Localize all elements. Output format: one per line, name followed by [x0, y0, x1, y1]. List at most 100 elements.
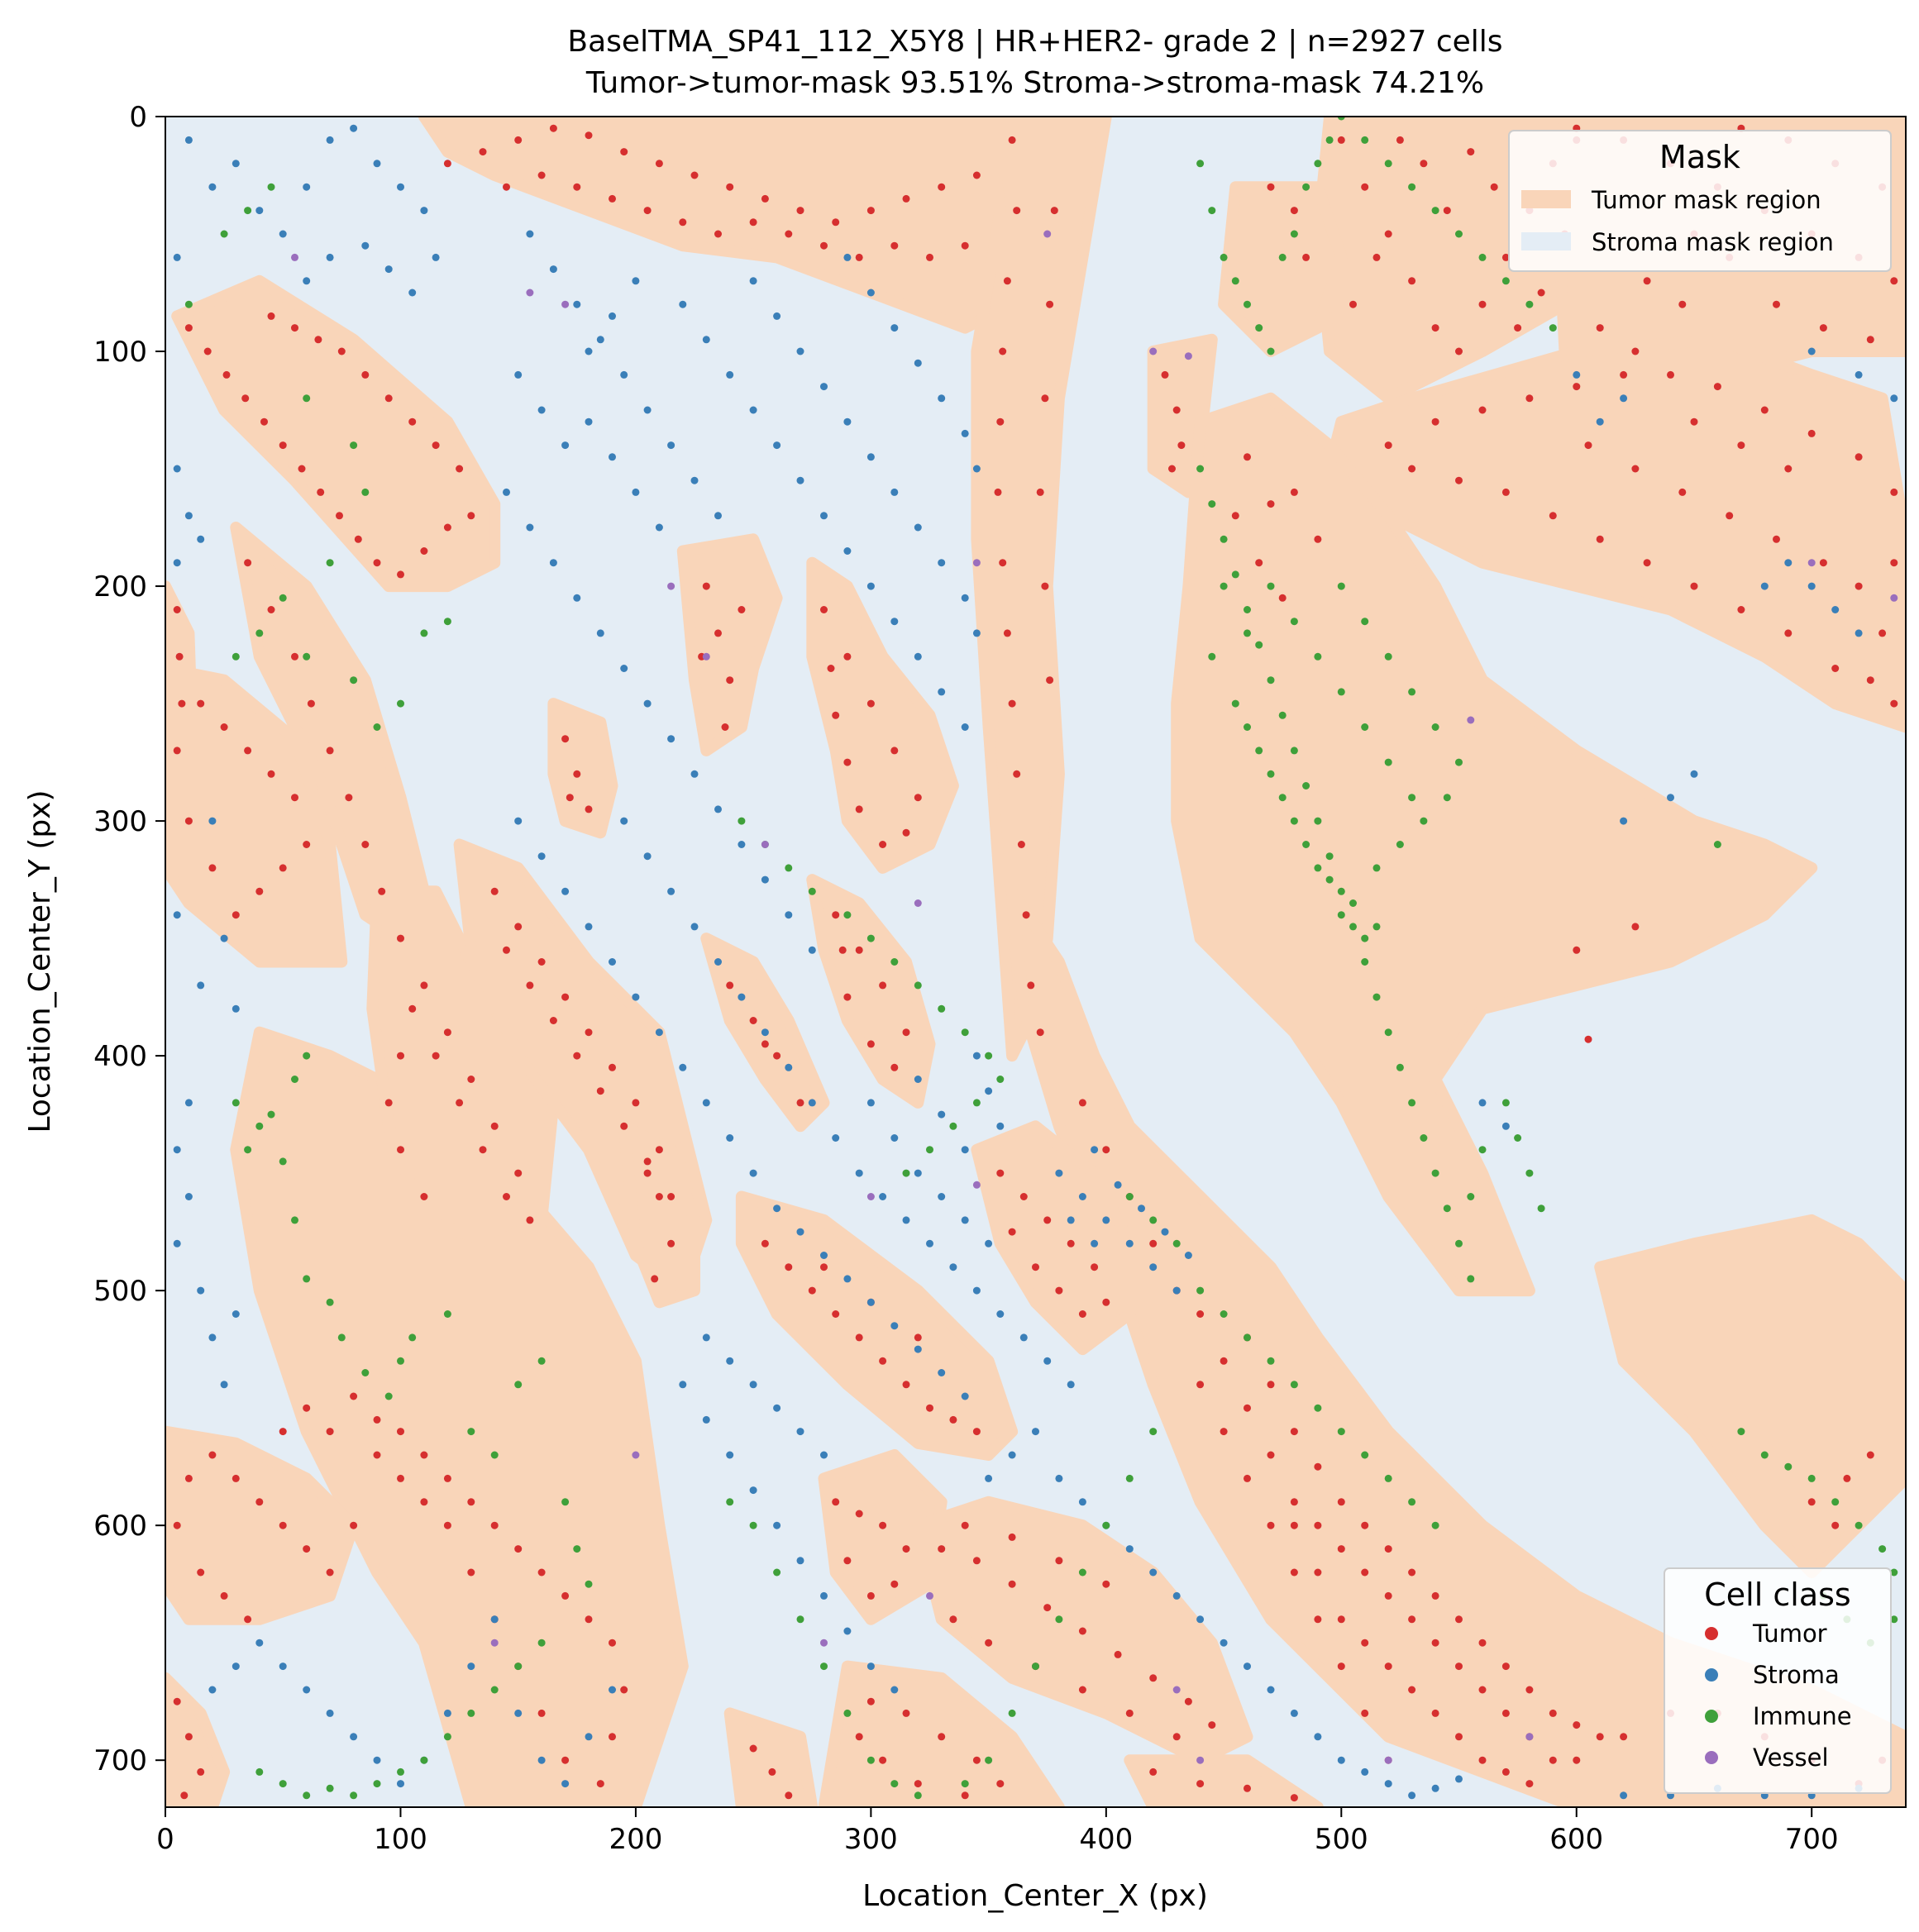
stroma-cell-point-135: [1043, 1357, 1052, 1365]
tumor-cell-point-149: [609, 194, 616, 203]
tumor-cell-point-265: [843, 993, 852, 1001]
stroma-cell-point-106: [726, 1134, 734, 1142]
tumor-cell-point-143: [820, 241, 828, 250]
tumor-cell-point-116: [643, 1169, 652, 1177]
stroma-cell-point-225: [1855, 629, 1863, 637]
tumor-cell-point-408: [1596, 535, 1604, 543]
immune-cell-point-106: [1231, 277, 1239, 285]
tumor-cell-point-88: [184, 1733, 193, 1741]
stroma-cell-point-214: [561, 1780, 570, 1788]
tumor-cell-point-173: [1078, 1099, 1086, 1107]
vessel-cell-point-13: [1184, 352, 1192, 360]
tumor-cell-point-249: [902, 828, 910, 837]
immune-cell-point-180: [1760, 1451, 1769, 1459]
tumor-cell-point-124: [479, 148, 487, 156]
vessel-cell-point-2: [526, 289, 534, 297]
immune-cell-point-39: [573, 1545, 581, 1553]
tumor-cell-point-187: [1408, 1615, 1416, 1624]
y-axis-ticks: 0 100 200 300 400 500 600 700: [93, 101, 165, 1777]
immune-cell-point-126: [1325, 852, 1334, 861]
stroma-cell-point-17: [326, 253, 334, 261]
tumor-cell-point-48: [279, 1428, 287, 1436]
stroma-cell-point-114: [914, 1345, 922, 1353]
stroma-cell-point-19: [173, 465, 181, 473]
tumor-cell-point-434: [1290, 207, 1298, 215]
stroma-cell-point-149: [1055, 1169, 1063, 1177]
y-tick-label-100: 100: [93, 336, 147, 369]
stroma-cell-point-134: [1019, 1333, 1028, 1342]
tumor-cell-point-342: [1172, 406, 1181, 414]
tumor-cell-point-195: [1620, 1733, 1628, 1741]
immune-cell-point-115: [1196, 465, 1205, 473]
stroma-cell-point-167: [796, 1557, 804, 1565]
tumor-cell-point-50: [326, 1428, 334, 1436]
stroma-cell-point-92: [890, 324, 899, 332]
y-tick-label-0: 0: [129, 101, 147, 134]
tumor-cell-point-164: [1022, 911, 1030, 919]
tumor-mask-region-24: [1124, 1754, 1324, 1807]
immune-cell-point-104: [1208, 207, 1216, 215]
tumor-cell-point-391: [1573, 383, 1581, 391]
vessel-cell-point-18: [1525, 1733, 1534, 1741]
immune-cell-point-72: [961, 1028, 969, 1037]
tumor-cell-point-71: [443, 1521, 451, 1529]
stroma-cell-point-117: [620, 817, 628, 825]
tumor-mask-region-9: [165, 1672, 231, 1807]
stroma-cell-point-93: [914, 359, 922, 367]
tumor-cell-point-326: [902, 1709, 910, 1717]
tumor-cell-point-54: [420, 1451, 428, 1459]
tumor-cell-point-304: [866, 1591, 875, 1600]
tumor-cell-point-260: [855, 946, 863, 954]
stroma-cell-point-81: [796, 347, 804, 355]
tumor-cell-point-256: [573, 770, 581, 778]
tumor-cell-point-30: [345, 794, 353, 802]
vessel-cell-point-12: [1149, 347, 1158, 355]
tumor-cell-point-432: [1584, 1035, 1592, 1043]
cell-class-legend: Cell class Tumor Stroma Immune Vessel: [1664, 1567, 1892, 1794]
tumor-cell-point-333: [855, 1733, 863, 1741]
stroma-cell-point-173: [726, 1357, 734, 1365]
immune-cell-point-162: [1337, 582, 1345, 590]
tumor-cell-point-278: [808, 1286, 816, 1295]
stroma-cell-point-178: [985, 1474, 993, 1482]
immune-cell-point-195: [1055, 1615, 1063, 1624]
stroma-cell-point-216: [609, 1686, 616, 1694]
immune-cell-point-3: [244, 207, 252, 215]
tumor-cell-point-411: [1455, 476, 1463, 484]
plot-frame: [165, 116, 1907, 1808]
tumor-cell-point-321: [961, 1521, 969, 1529]
tumor-cell-point-35: [178, 699, 186, 708]
tumor-cell-point-429: [1278, 594, 1286, 602]
stroma-cell-point-231: [1478, 1099, 1487, 1107]
tumor-cell-point-60: [561, 1591, 570, 1600]
stroma-cell-point-180: [1032, 1428, 1039, 1436]
tumor-cell-point-160: [1003, 629, 1011, 637]
stroma-cell-point-208: [279, 1662, 287, 1671]
stroma-cell-point-226: [1760, 582, 1769, 590]
tumor-cell-point-126: [549, 124, 557, 132]
tumor-mask-region-8: [165, 1425, 360, 1625]
immune-cell-point-168: [1443, 794, 1451, 802]
tumor-cell-point-47: [184, 817, 193, 825]
stroma-cell-point-1: [173, 253, 181, 261]
tumor-cell-point-103: [397, 1052, 404, 1060]
stroma-cell-point-170: [866, 1662, 875, 1671]
tumor-cell-point-308: [1008, 1580, 1016, 1588]
stroma-cell-point-103: [655, 1028, 663, 1037]
tumor-cell-point-10: [354, 535, 362, 543]
immune-cell-point-174: [1525, 1169, 1534, 1177]
stroma-cell-point-64: [785, 911, 793, 919]
tumor-cell-point-132: [761, 194, 769, 203]
tumor-cell-point-128: [620, 148, 628, 156]
immune-cell-point-32: [408, 1333, 417, 1342]
stroma-cell-point-179: [1008, 1451, 1016, 1459]
tumor-cell-point-205: [1314, 1462, 1322, 1471]
stroma-cell-point-102: [632, 993, 640, 1001]
stroma-cell-point-36: [526, 230, 534, 238]
immune-cell-point-102: [1549, 324, 1557, 332]
stroma-cell-point-87: [938, 559, 946, 567]
stroma-cell-point-61: [714, 805, 722, 813]
tumor-cell-point-176: [1149, 1239, 1158, 1247]
tumor-cell-point-113: [632, 1099, 640, 1107]
immune-cell-point-99: [1478, 253, 1487, 261]
